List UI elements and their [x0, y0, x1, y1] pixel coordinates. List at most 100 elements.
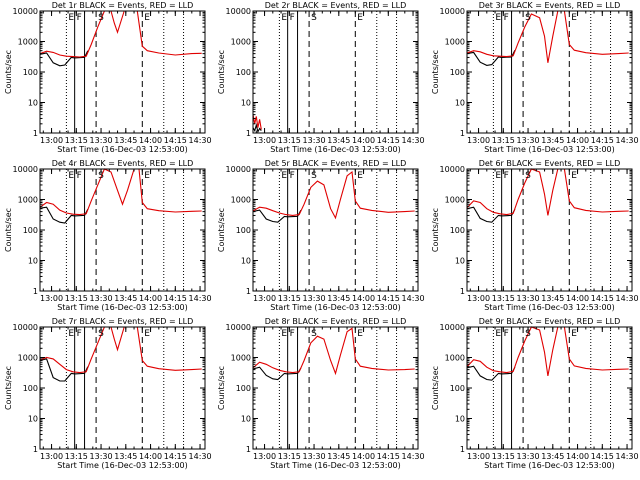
event-letter: S	[98, 329, 104, 339]
x-tick-label: 14:15	[377, 294, 400, 303]
y-tick-label: 10000	[13, 323, 38, 332]
x-tick-label: 13:45	[327, 452, 350, 461]
event-letter: E	[68, 171, 74, 181]
plot-frame	[466, 10, 633, 134]
events-series-line	[252, 209, 302, 223]
event-letter: S	[311, 13, 317, 23]
event-letter: F	[77, 171, 82, 181]
plot-frame	[466, 326, 633, 450]
y-tick-label: 10	[455, 415, 465, 424]
x-tick-label: 13:15	[492, 294, 515, 303]
x-tick-label: 14:15	[377, 452, 400, 461]
plot-frame	[466, 168, 633, 292]
lld-series-line	[252, 114, 262, 130]
x-tick-label: 13:00	[467, 452, 490, 461]
x-tick-label: 13:00	[467, 136, 490, 145]
x-tick-label: 13:15	[492, 136, 515, 145]
x-tick-label: 14:15	[591, 452, 614, 461]
x-tick-label: 14:30	[189, 136, 212, 145]
x-tick-label: 14:15	[591, 294, 614, 303]
event-letter: S	[98, 13, 104, 23]
event-letter: E	[357, 13, 363, 23]
event-letter: E	[571, 171, 577, 181]
plot-frame	[39, 168, 206, 292]
y-tick-label: 1000	[231, 38, 251, 47]
events-series-line	[39, 358, 89, 382]
y-tick-label: 10000	[440, 323, 465, 332]
x-tick-label: 13:45	[327, 294, 350, 303]
event-letter: F	[504, 171, 509, 181]
event-letter: F	[77, 329, 82, 339]
event-letter: S	[98, 171, 104, 181]
y-tick-label: 10	[28, 415, 38, 424]
x-tick-label: 13:45	[541, 452, 564, 461]
x-tick-label: 13:15	[65, 294, 88, 303]
lld-series-line	[466, 10, 629, 63]
x-tick-label: 14:30	[616, 452, 639, 461]
x-tick-label: 13:45	[541, 136, 564, 145]
y-tick-label: 10	[28, 99, 38, 108]
plot-frame	[252, 10, 419, 134]
x-tick-label: 13:45	[114, 294, 137, 303]
event-letter: F	[290, 171, 295, 181]
event-letter: E	[357, 171, 363, 181]
y-tick-label: 1	[246, 129, 251, 138]
y-axis-label: Counts/sec	[4, 208, 13, 252]
event-letter: E	[571, 329, 577, 339]
y-axis-label: Counts/sec	[4, 366, 13, 410]
x-tick-label: 13:15	[278, 294, 301, 303]
x-tick-label: 13:00	[40, 136, 63, 145]
x-tick-label: 13:15	[65, 452, 88, 461]
x-tick-label: 14:30	[402, 136, 425, 145]
y-tick-label: 1	[246, 287, 251, 296]
y-tick-label: 100	[450, 226, 465, 235]
x-tick-label: 14:30	[402, 452, 425, 461]
events-series-line	[466, 206, 516, 223]
x-tick-label: 13:15	[65, 136, 88, 145]
y-tick-label: 100	[236, 226, 251, 235]
event-letter: E	[281, 171, 287, 181]
event-letter: S	[311, 171, 317, 181]
x-tick-label: 14:15	[591, 136, 614, 145]
panel-title: Det 1r BLACK = Events, RED = LLD	[52, 1, 194, 10]
x-axis-label: Start Time (16-Dec-03 12:53:00)	[270, 461, 401, 470]
x-tick-label: 13:30	[90, 294, 113, 303]
y-tick-label: 100	[23, 226, 38, 235]
x-tick-label: 13:45	[327, 136, 350, 145]
y-tick-label: 1000	[231, 196, 251, 205]
event-letter: E	[495, 13, 501, 23]
x-axis-label: Start Time (16-Dec-03 12:53:00)	[270, 145, 401, 154]
event-letter: S	[525, 329, 531, 339]
x-tick-label: 13:45	[114, 452, 137, 461]
event-letter: F	[290, 13, 295, 23]
x-tick-label: 14:15	[377, 136, 400, 145]
events-series-line	[39, 50, 89, 67]
y-tick-label: 1	[33, 287, 38, 296]
plot-frame	[252, 326, 419, 450]
y-tick-label: 10	[455, 257, 465, 266]
y-tick-label: 10	[28, 257, 38, 266]
x-tick-label: 14:00	[139, 136, 162, 145]
y-tick-label: 10	[241, 415, 251, 424]
y-tick-label: 1000	[231, 354, 251, 363]
x-tick-label: 14:00	[352, 294, 375, 303]
events-series-line	[252, 366, 302, 381]
x-tick-label: 13:00	[40, 294, 63, 303]
x-axis-label: Start Time (16-Dec-03 12:53:00)	[484, 145, 615, 154]
event-letter: S	[525, 13, 531, 23]
x-tick-label: 14:15	[164, 136, 187, 145]
events-series-line	[466, 365, 516, 381]
panel-title: Det 4r BLACK = Events, RED = LLD	[52, 159, 194, 168]
x-tick-label: 13:45	[541, 294, 564, 303]
event-letter: S	[311, 329, 317, 339]
event-letter: E	[281, 13, 287, 23]
event-letter: E	[571, 13, 577, 23]
y-tick-label: 100	[450, 384, 465, 393]
lld-series-line	[39, 168, 202, 216]
